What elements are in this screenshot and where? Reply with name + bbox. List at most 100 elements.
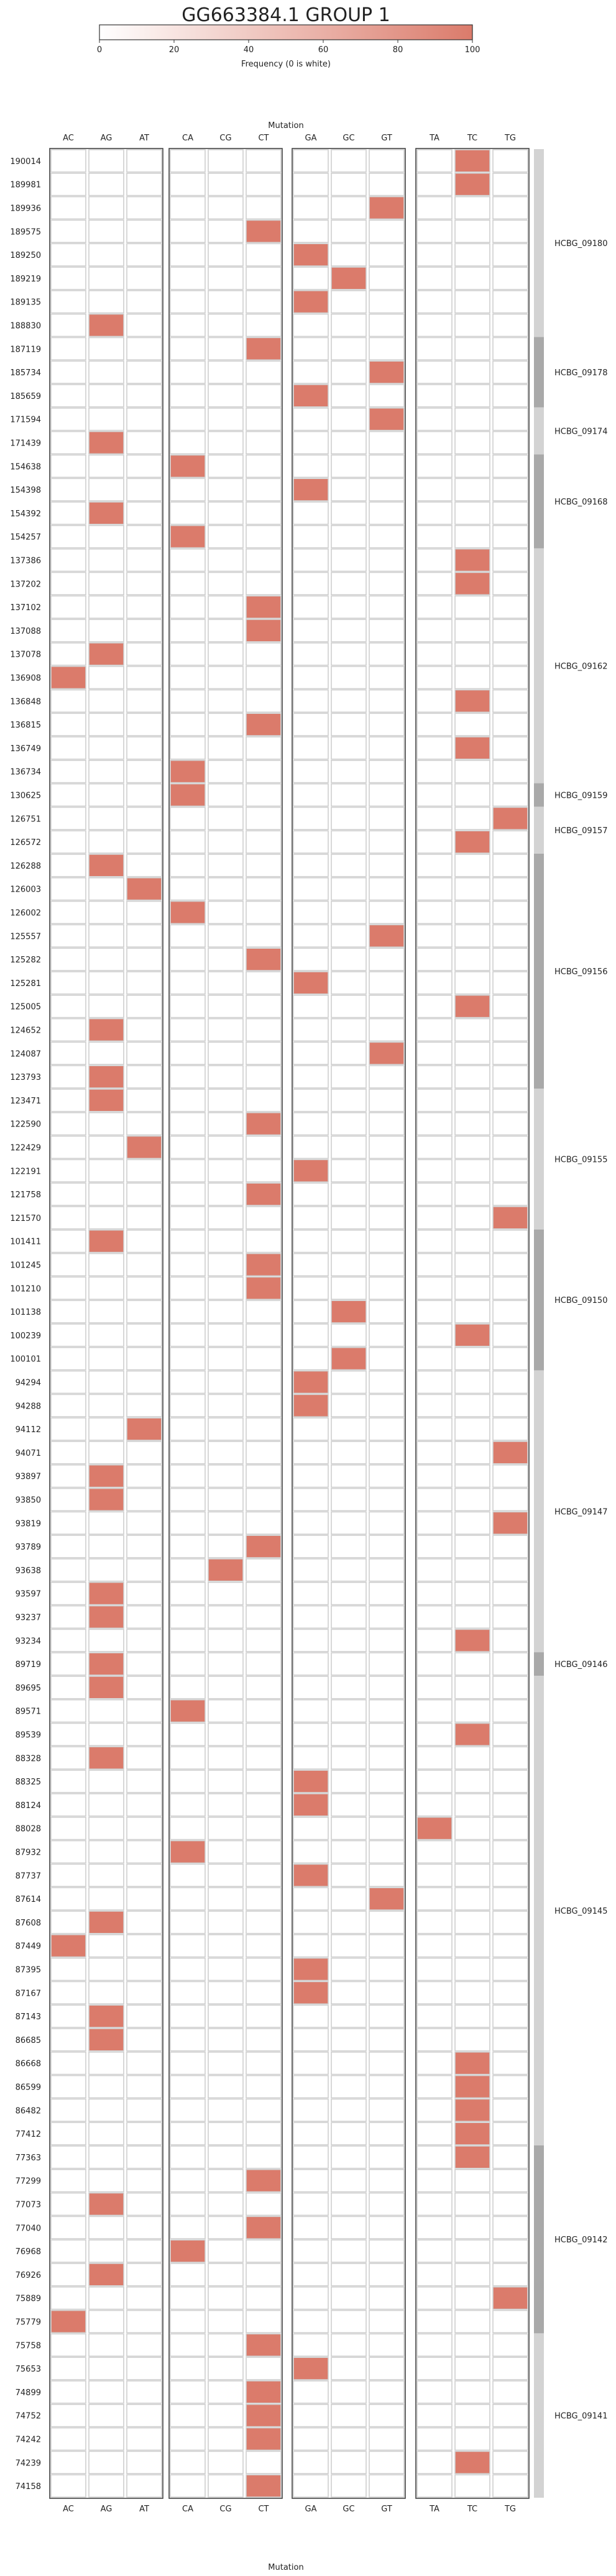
heatmap-cell (246, 1300, 282, 1323)
heatmap-cell (492, 478, 528, 501)
heatmap-cell-filled (454, 548, 490, 572)
row-label: 123471 (10, 1097, 41, 1106)
heatmap-cell (126, 1840, 162, 1864)
heatmap-cell (170, 172, 206, 196)
heatmap-cell (50, 2169, 86, 2193)
heatmap-cell (246, 172, 282, 196)
heatmap-cell (454, 1535, 490, 1558)
heatmap-cell (369, 2052, 405, 2075)
heatmap-cell-filled (454, 736, 490, 760)
heatmap-cell (126, 1394, 162, 1417)
heatmap-cell (416, 2450, 453, 2474)
row-label: 93897 (16, 1473, 41, 1482)
heatmap-cell (454, 501, 490, 525)
heatmap-cell (208, 1276, 244, 1300)
heatmap-cell (88, 1417, 124, 1441)
heatmap-cell (126, 407, 162, 431)
heatmap-cell (492, 1605, 528, 1629)
row-label: 88028 (16, 1825, 41, 1834)
heatmap-cell (170, 2169, 206, 2193)
heatmap-cell (369, 2450, 405, 2474)
column-label-bottom: CT (258, 2505, 269, 2514)
heatmap-cell (416, 149, 453, 173)
heatmap-cell (454, 1981, 490, 2004)
heatmap-cell (416, 1511, 453, 1535)
heatmap-cell (50, 1394, 86, 1417)
heatmap-cell (454, 478, 490, 501)
heatmap-cell (369, 2404, 405, 2428)
heatmap-cell (293, 1135, 329, 1159)
heatmap-cell (492, 877, 528, 901)
heatmap-cell (170, 642, 206, 666)
heatmap-cell (331, 642, 367, 666)
heatmap-cell (369, 689, 405, 713)
heatmap-cell (170, 1464, 206, 1488)
heatmap-cell (170, 2052, 206, 2075)
heatmap-cell-filled (454, 149, 490, 173)
heatmap-cell (126, 1159, 162, 1183)
heatmap-cell (416, 454, 453, 478)
row-label: 136734 (10, 768, 41, 777)
heatmap-cell (293, 1089, 329, 1112)
column-label-bottom: CG (219, 2505, 231, 2514)
heatmap-cell (293, 2028, 329, 2052)
heatmap-cell-filled (88, 1230, 124, 1253)
heatmap-cell (208, 1793, 244, 1817)
heatmap-cell (126, 2263, 162, 2286)
heatmap-cell (331, 1417, 367, 1441)
heatmap-cell (170, 290, 206, 314)
heatmap-cell (170, 595, 206, 619)
row-label: 87608 (16, 1919, 41, 1928)
heatmap-cell (331, 760, 367, 783)
heatmap-cell (416, 1018, 453, 1042)
heatmap-cell (208, 1206, 244, 1230)
heatmap-cell (208, 243, 244, 267)
heatmap-cell (88, 1699, 124, 1723)
heatmap-cell (454, 1347, 490, 1371)
heatmap-cell (454, 1394, 490, 1417)
heatmap-cell (492, 2450, 528, 2474)
heatmap-cell (416, 2474, 453, 2498)
heatmap-cell (88, 924, 124, 948)
heatmap-cell (246, 313, 282, 337)
heatmap-cell (246, 1464, 282, 1488)
heatmap-cell (416, 2145, 453, 2169)
heatmap-cell (246, 548, 282, 572)
gene-group-label: HCBG_09155 (554, 1155, 607, 1164)
heatmap-cell (454, 243, 490, 267)
column-label-top: CG (219, 134, 231, 143)
heatmap-cell (126, 524, 162, 549)
heatmap-cell (454, 1441, 490, 1464)
heatmap-cell (208, 1089, 244, 1112)
heatmap-cell (454, 1511, 490, 1535)
heatmap-cell (208, 665, 244, 690)
heatmap-cell (170, 2450, 206, 2474)
heatmap-cell-filled (246, 2474, 282, 2498)
heatmap-cell (50, 830, 86, 854)
heatmap-grid (49, 148, 530, 2499)
heatmap-cell (369, 1347, 405, 1371)
heatmap-cell (126, 1347, 162, 1371)
heatmap-cell (492, 2309, 528, 2334)
heatmap-cell (454, 2028, 490, 2052)
heatmap-cell (126, 1652, 162, 1676)
heatmap-cell (416, 243, 453, 267)
heatmap-cell (331, 806, 367, 831)
heatmap-cell-filled (454, 830, 490, 854)
heatmap-cell (454, 1817, 490, 1840)
heatmap-cell (88, 2145, 124, 2169)
heatmap-cell (246, 2122, 282, 2145)
heatmap-cell-filled (331, 267, 367, 290)
heatmap-cell (492, 172, 528, 196)
heatmap-cell (416, 1394, 453, 1417)
heatmap-cell (170, 1230, 206, 1253)
heatmap-cell-filled (88, 2263, 124, 2286)
heatmap-cell (454, 1041, 490, 1066)
heatmap-cell (293, 2004, 329, 2028)
heatmap-cell (126, 2333, 162, 2357)
heatmap-cell (369, 642, 405, 666)
heatmap-cell (126, 2357, 162, 2380)
heatmap-cell-filled (126, 1135, 162, 1159)
heatmap-cell (50, 1464, 86, 1488)
heatmap-cell (126, 1441, 162, 1464)
